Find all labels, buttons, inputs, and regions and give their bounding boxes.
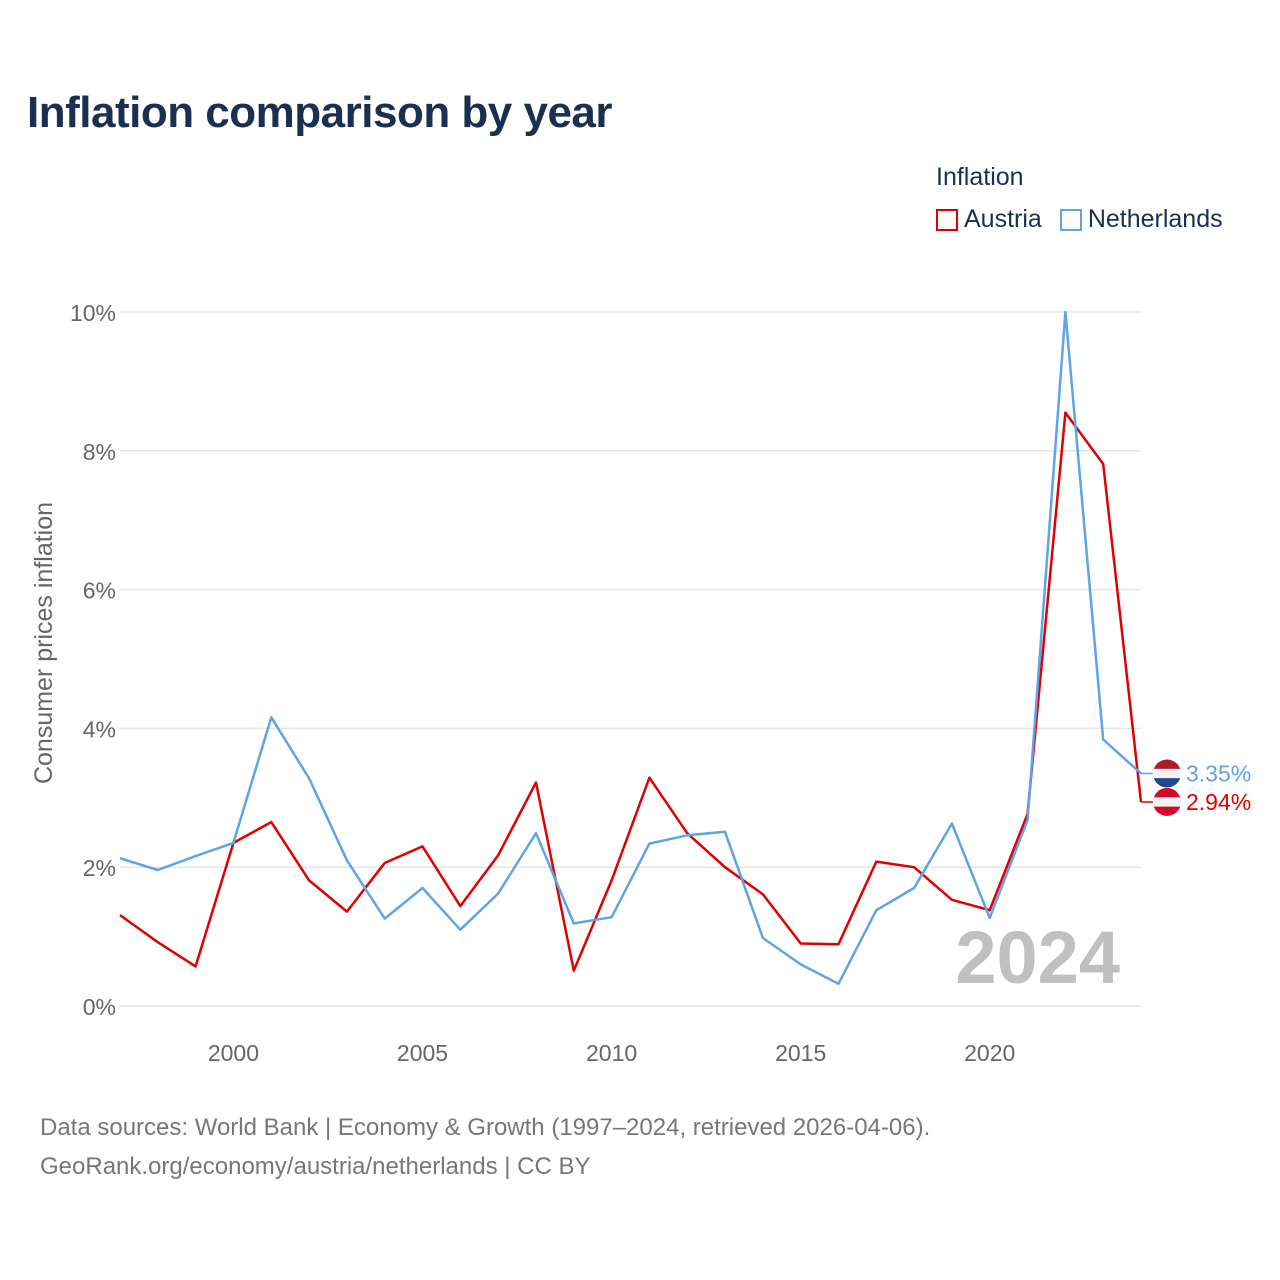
- line-chart: 0% 2% 4% 6% 8% 10% 2000 2005 2010 2015 2020 Consu…: [30, 300, 1251, 1066]
- x-axis-ticks: 2000 2005 2010 2015 2020: [208, 1040, 1015, 1066]
- footer-credit[interactable]: GeoRank.org/economy/austria/netherlands …: [40, 1153, 591, 1180]
- end-label-netherlands: 3.35%: [1186, 761, 1251, 787]
- footer: Data sources: World Bank | Economy & Gro…: [40, 1108, 930, 1186]
- legend-title: Inflation: [936, 163, 1024, 191]
- y-tick-label: 10%: [70, 300, 116, 326]
- y-tick-label: 8%: [83, 439, 116, 465]
- year-watermark: 2024: [955, 916, 1120, 999]
- legend: Austria Netherlands: [936, 205, 1241, 234]
- legend-item-austria[interactable]: Austria: [936, 205, 1042, 234]
- end-label-austria: 2.94%: [1186, 789, 1251, 815]
- y-tick-label: 0%: [83, 994, 116, 1020]
- series-line-austria[interactable]: [119, 411, 1143, 972]
- y-tick-label: 4%: [83, 716, 116, 742]
- series-lines: [119, 310, 1143, 986]
- end-marker-netherlands: 3.35%: [1141, 759, 1251, 788]
- footer-sources: Data sources: World Bank | Economy & Gro…: [40, 1114, 931, 1141]
- legend-item-netherlands[interactable]: Netherlands: [1059, 205, 1223, 234]
- legend-swatch-austria: [936, 208, 958, 231]
- end-marker-austria: 2.94%: [1141, 787, 1251, 816]
- x-tick-label: 2010: [586, 1040, 637, 1066]
- y-axis-label: Consumer prices inflation: [30, 502, 58, 784]
- netherlands-flag-icon: [1153, 759, 1181, 788]
- x-tick-label: 2015: [775, 1040, 826, 1066]
- y-tick-label: 6%: [83, 578, 116, 604]
- legend-label-austria: Austria: [964, 205, 1042, 233]
- series-line-netherlands[interactable]: [119, 310, 1142, 986]
- y-tick-label: 2%: [83, 855, 116, 881]
- x-tick-label: 2020: [964, 1040, 1015, 1066]
- grid-lines: [120, 311, 1141, 1007]
- x-tick-label: 2000: [208, 1040, 259, 1066]
- end-labels: 2.94%3.35%: [1141, 759, 1251, 816]
- austria-flag-icon: [1153, 787, 1181, 816]
- x-tick-label: 2005: [397, 1040, 448, 1066]
- y-axis-ticks: 0% 2% 4% 6% 8% 10%: [70, 300, 116, 1020]
- chart-title: Inflation comparison by year: [27, 88, 613, 137]
- legend-label-netherlands: Netherlands: [1087, 205, 1223, 233]
- legend-swatch-netherlands: [1059, 208, 1082, 231]
